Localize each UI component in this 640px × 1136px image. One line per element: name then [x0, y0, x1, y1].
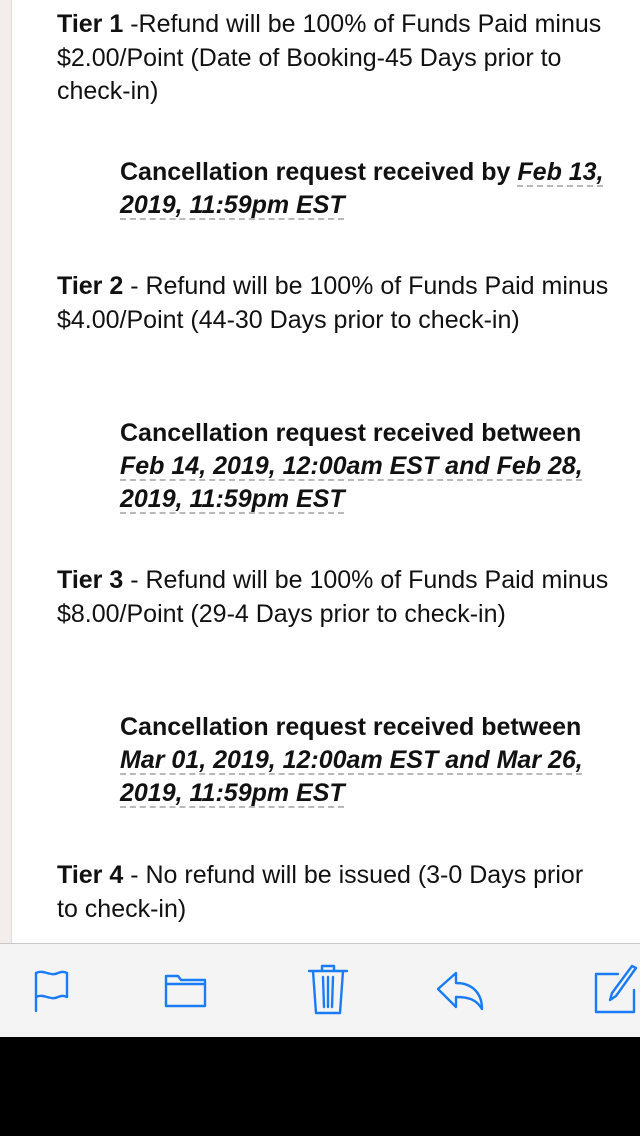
deadline-prefix: Cancellation request received between	[120, 419, 582, 447]
tier-1-paragraph: Tier 1 -Refund will be 100% of Funds Pai…	[57, 8, 622, 109]
tier-2-paragraph: Tier 2 - Refund will be 100% of Funds Pa…	[57, 270, 622, 337]
tier-3-paragraph: Tier 3 - Refund will be 100% of Funds Pa…	[57, 564, 622, 631]
reply-button[interactable]	[434, 962, 490, 1018]
tier-text: - Refund will be 100% of Funds Paid minu…	[57, 566, 609, 628]
tier-1-deadline: Cancellation request received by Feb 13,…	[120, 156, 612, 222]
tier-label: Tier 1	[57, 10, 124, 38]
trash-button[interactable]	[300, 962, 356, 1018]
left-edge-strip	[0, 0, 12, 943]
flag-icon	[34, 970, 69, 1013]
move-to-folder-button[interactable]	[158, 962, 214, 1018]
date-link[interactable]: Feb 14, 2019, 12:00am EST and Feb 28, 20…	[120, 452, 583, 513]
flag-button[interactable]	[24, 962, 80, 1018]
bottom-toolbar	[0, 943, 640, 1037]
tier-text: - Refund will be 100% of Funds Paid minu…	[57, 272, 609, 334]
tier-label: Tier 4	[57, 861, 124, 889]
tier-text: - No refund will be issued (3-0 Days pri…	[57, 861, 584, 923]
deadline-prefix: Cancellation request received between	[120, 713, 582, 741]
date-link[interactable]: Mar 01, 2019, 12:00am EST and Mar 26, 20…	[120, 746, 583, 807]
tier-3-deadline: Cancellation request received between Ma…	[120, 711, 612, 810]
trash-icon	[307, 964, 349, 1015]
tier-4-paragraph: Tier 4 - No refund will be issued (3-0 D…	[57, 859, 597, 926]
tier-text: -Refund will be 100% of Funds Paid minus…	[57, 10, 602, 105]
compose-button[interactable]	[586, 962, 640, 1018]
compose-icon	[594, 964, 638, 1014]
folder-icon	[164, 974, 207, 1008]
reply-icon	[436, 971, 484, 1011]
date-link[interactable]: Feb 13, 2019, 11:59pm EST	[120, 158, 604, 219]
tier-label: Tier 2	[57, 272, 124, 300]
tier-2-deadline: Cancellation request received between Fe…	[120, 417, 612, 516]
deadline-prefix: Cancellation request received by	[120, 158, 518, 186]
mail-message-view: Tier 1 -Refund will be 100% of Funds Pai…	[0, 0, 640, 1037]
tier-label: Tier 3	[57, 566, 124, 594]
